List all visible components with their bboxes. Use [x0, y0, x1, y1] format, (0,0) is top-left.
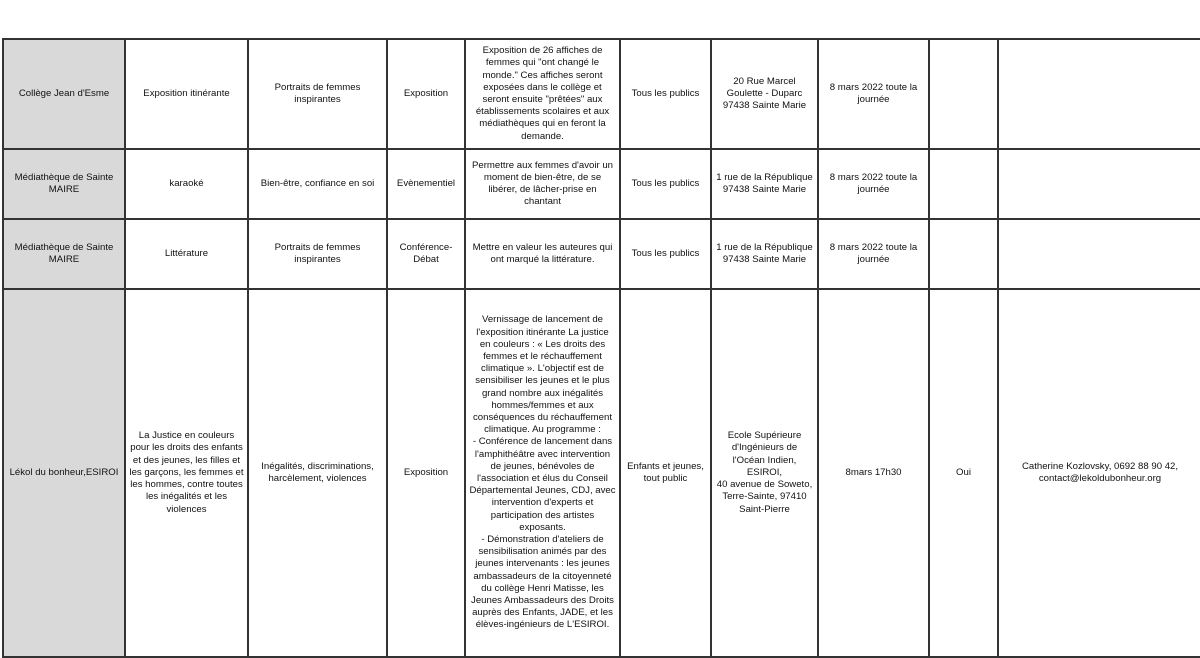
cell-public: Tous les publics: [619, 218, 712, 290]
cell-inscription: [928, 218, 999, 290]
cell-date: 8 mars 2022 toute la journée: [817, 38, 930, 150]
cell-organisateur: Médiathèque de Sainte MAIRE: [2, 148, 126, 220]
cell-titre: karaoké: [124, 148, 249, 220]
cell-titre: Exposition itinérante: [124, 38, 249, 150]
cell-date: 8mars 17h30: [817, 288, 930, 658]
cell-organisateur: Lékol du bonheur,ESIROI: [2, 288, 126, 658]
cell-description: Exposition de 26 affiches de femmes qui …: [464, 38, 621, 150]
cell-titre: La Justice en couleurs pour les droits d…: [124, 288, 249, 658]
cell-type: Exposition: [386, 288, 466, 658]
cell-public: Tous les publics: [619, 38, 712, 150]
cell-inscription: Oui: [928, 288, 999, 658]
cell-description: Permettre aux femmes d'avoir un moment d…: [464, 148, 621, 220]
cell-theme: Inégalités, discriminations, harcèlement…: [247, 288, 388, 658]
cell-organisateur: Collège Jean d'Esme: [2, 38, 126, 150]
cell-date: 8 mars 2022 toute la journée: [817, 148, 930, 220]
cell-theme: Portraits de femmes inspirantes: [247, 218, 388, 290]
cell-type: Conférence- Débat: [386, 218, 466, 290]
cell-inscription: [928, 148, 999, 220]
cell-inscription: [928, 38, 999, 150]
events-table: Collège Jean d'Esme Exposition itinérante…: [2, 38, 1200, 658]
cell-lieu: Ecole Supérieure d'Ingénieurs de l'Océan…: [710, 288, 819, 658]
cell-description: Mettre en valeur les auteures qui ont ma…: [464, 218, 621, 290]
cell-contact: Catherine Kozlovsky, 0692 88 90 42, cont…: [997, 288, 1200, 658]
cell-type: Exposition: [386, 38, 466, 150]
table-row: Lékol du bonheur,ESIROI La Justice en cou…: [2, 288, 1200, 658]
cell-contact: [997, 148, 1200, 220]
cell-contact: [997, 218, 1200, 290]
cell-theme: Portraits de femmes inspirantes: [247, 38, 388, 150]
table-row: Médiathèque de Sainte MAIRE Littérature Po…: [2, 218, 1200, 290]
cell-lieu: 1 rue de la République 97438 Sainte Mari…: [710, 218, 819, 290]
cell-theme: Bien-être, confiance en soi: [247, 148, 388, 220]
cell-public: Tous les publics: [619, 148, 712, 220]
cell-date: 8 mars 2022 toute la journée: [817, 218, 930, 290]
cell-contact: [997, 38, 1200, 150]
cell-titre: Littérature: [124, 218, 249, 290]
table-row: Médiathèque de Sainte MAIRE karaoké Bien-ê…: [2, 148, 1200, 220]
cell-public: Enfants et jeunes, tout public: [619, 288, 712, 658]
cell-organisateur: Médiathèque de Sainte MAIRE: [2, 218, 126, 290]
cell-lieu: 1 rue de la République 97438 Sainte Mari…: [710, 148, 819, 220]
cell-type: Evènementiel: [386, 148, 466, 220]
cell-lieu: 20 Rue Marcel Goulette - Duparc 97438 Sa…: [710, 38, 819, 150]
table-row: Collège Jean d'Esme Exposition itinérante…: [2, 38, 1200, 150]
cell-description: Vernissage de lancement de l'exposition …: [464, 288, 621, 658]
